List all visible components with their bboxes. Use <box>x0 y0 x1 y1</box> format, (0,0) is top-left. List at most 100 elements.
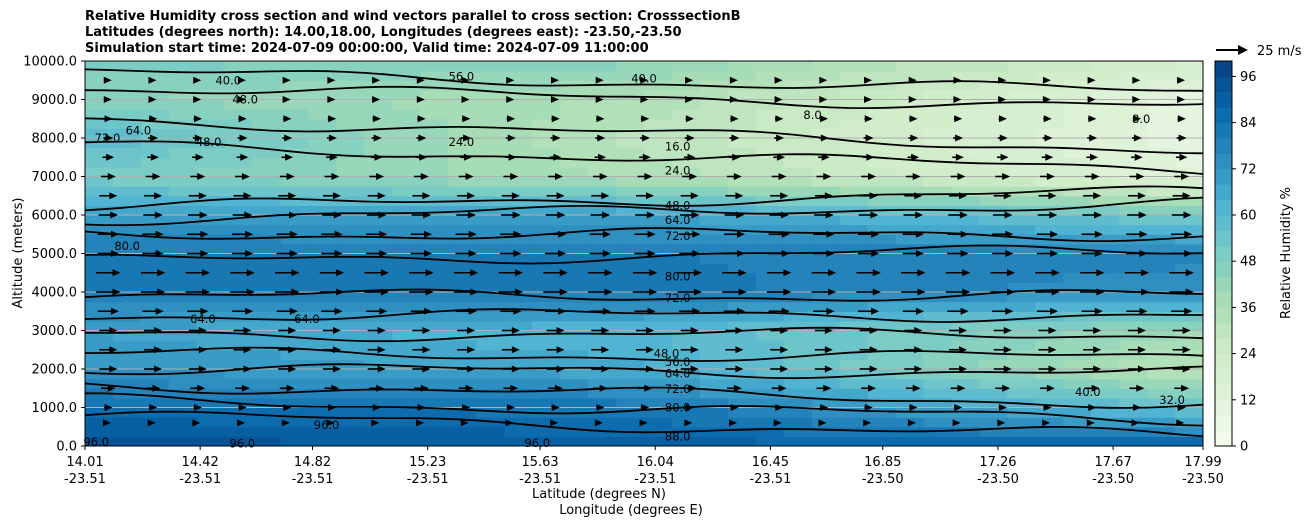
humidity-cell <box>616 224 645 235</box>
humidity-cell <box>727 272 757 283</box>
wind-arrow <box>500 230 522 238</box>
wind-arrow <box>1088 115 1097 123</box>
wind-arrow <box>682 384 698 392</box>
humidity-cell <box>140 388 170 399</box>
wind-arrow <box>322 365 341 373</box>
wind-arrow <box>501 365 520 373</box>
humidity-cell <box>420 292 449 303</box>
humidity-cell <box>1119 369 1148 380</box>
humidity-cell <box>727 263 757 274</box>
humidity-cell <box>504 99 533 110</box>
wind-arrow <box>992 211 1013 219</box>
humidity-cell <box>336 436 366 446</box>
humidity-cell <box>336 330 366 341</box>
wind-arrow <box>904 192 923 200</box>
humidity-cell <box>308 109 338 120</box>
humidity-cell <box>1175 215 1203 226</box>
wind-arrow <box>282 96 291 103</box>
humidity-cell <box>1119 292 1148 303</box>
humidity-cell <box>811 61 841 72</box>
humidity-cell <box>923 407 953 418</box>
humidity-cell <box>476 166 505 178</box>
humidity-cell <box>392 61 421 72</box>
humidity-cell <box>560 215 589 226</box>
humidity-cell <box>1091 61 1120 72</box>
humidity-cell <box>364 243 394 255</box>
wind-arrow <box>811 288 837 296</box>
humidity-cell <box>308 176 338 187</box>
wind-arrow <box>326 419 335 427</box>
humidity-cell <box>1063 186 1092 197</box>
humidity-cell <box>923 436 953 446</box>
humidity-cell <box>1091 243 1120 255</box>
humidity-cell <box>224 89 254 101</box>
humidity-cell <box>364 320 394 332</box>
humidity-cell <box>644 388 673 399</box>
humidity-cell <box>755 340 785 351</box>
humidity-cell <box>727 99 757 110</box>
humidity-cell <box>923 118 953 129</box>
humidity-cell <box>532 311 561 322</box>
humidity-cell <box>671 292 701 303</box>
humidity-cell <box>727 292 757 303</box>
humidity-cell <box>85 176 114 187</box>
wind-arrow <box>416 134 427 142</box>
humidity-cell <box>392 272 421 283</box>
humidity-cell <box>336 80 366 91</box>
wind-arrow <box>953 96 962 103</box>
humidity-cell <box>532 243 561 255</box>
humidity-cell <box>755 147 785 158</box>
humidity-cell <box>560 369 589 380</box>
humidity-cell <box>448 186 477 197</box>
x-tick-label-lon: -23.50 <box>1092 472 1134 487</box>
contour-labels: 96.0 96.096.088.080.072.064.056.048.072.0… <box>83 69 1184 450</box>
humidity-cell <box>979 147 1008 158</box>
wind-arrow <box>1083 365 1102 373</box>
humidity-cell <box>727 70 757 81</box>
humidity-cell <box>560 166 589 178</box>
wind-arrow <box>1087 76 1096 84</box>
humidity-cell <box>755 253 785 264</box>
humidity-cell <box>85 311 114 322</box>
wind-arrow <box>410 230 432 238</box>
humidity-cell <box>392 205 421 216</box>
contour-label: 56.0 <box>665 355 691 369</box>
humidity-cell <box>923 166 953 178</box>
humidity-cell <box>895 253 925 264</box>
colorbar-segment <box>1215 184 1232 201</box>
humidity-cell <box>895 320 925 332</box>
humidity-cell <box>85 224 114 235</box>
humidity-cell <box>1007 138 1036 149</box>
humidity-cell <box>727 128 757 139</box>
x-axis-label-latitude: Latitude (degrees N) <box>532 487 666 502</box>
humidity-cell <box>224 426 254 437</box>
humidity-cell <box>1147 224 1176 235</box>
humidity-cell <box>755 320 785 332</box>
humidity-cell <box>895 397 925 409</box>
humidity-cell <box>140 157 170 168</box>
humidity-cell <box>699 320 729 332</box>
humidity-cell <box>252 417 282 428</box>
humidity-cell <box>168 282 198 293</box>
wind-arrow <box>595 96 604 103</box>
y-tick-label: 10000.0 <box>23 55 77 70</box>
humidity-cell <box>252 157 282 168</box>
humidity-cell <box>699 417 729 428</box>
humidity-cell <box>755 61 785 72</box>
humidity-cell <box>1035 253 1064 264</box>
humidity-cell <box>532 61 561 72</box>
wind-arrow <box>457 192 476 200</box>
wind-arrow <box>591 346 610 354</box>
humidity-cell <box>867 397 897 409</box>
humidity-cell <box>811 147 841 158</box>
wind-arrow <box>636 327 654 334</box>
humidity-cell <box>476 70 505 81</box>
colorbar-segment <box>1215 430 1232 447</box>
humidity-cell <box>699 176 729 187</box>
humidity-cell <box>755 109 785 120</box>
humidity-cell <box>85 436 114 446</box>
colorbar-segment <box>1215 261 1232 278</box>
humidity-cell <box>420 195 449 206</box>
wind-arrow <box>546 192 565 200</box>
humidity-cell <box>168 176 198 187</box>
